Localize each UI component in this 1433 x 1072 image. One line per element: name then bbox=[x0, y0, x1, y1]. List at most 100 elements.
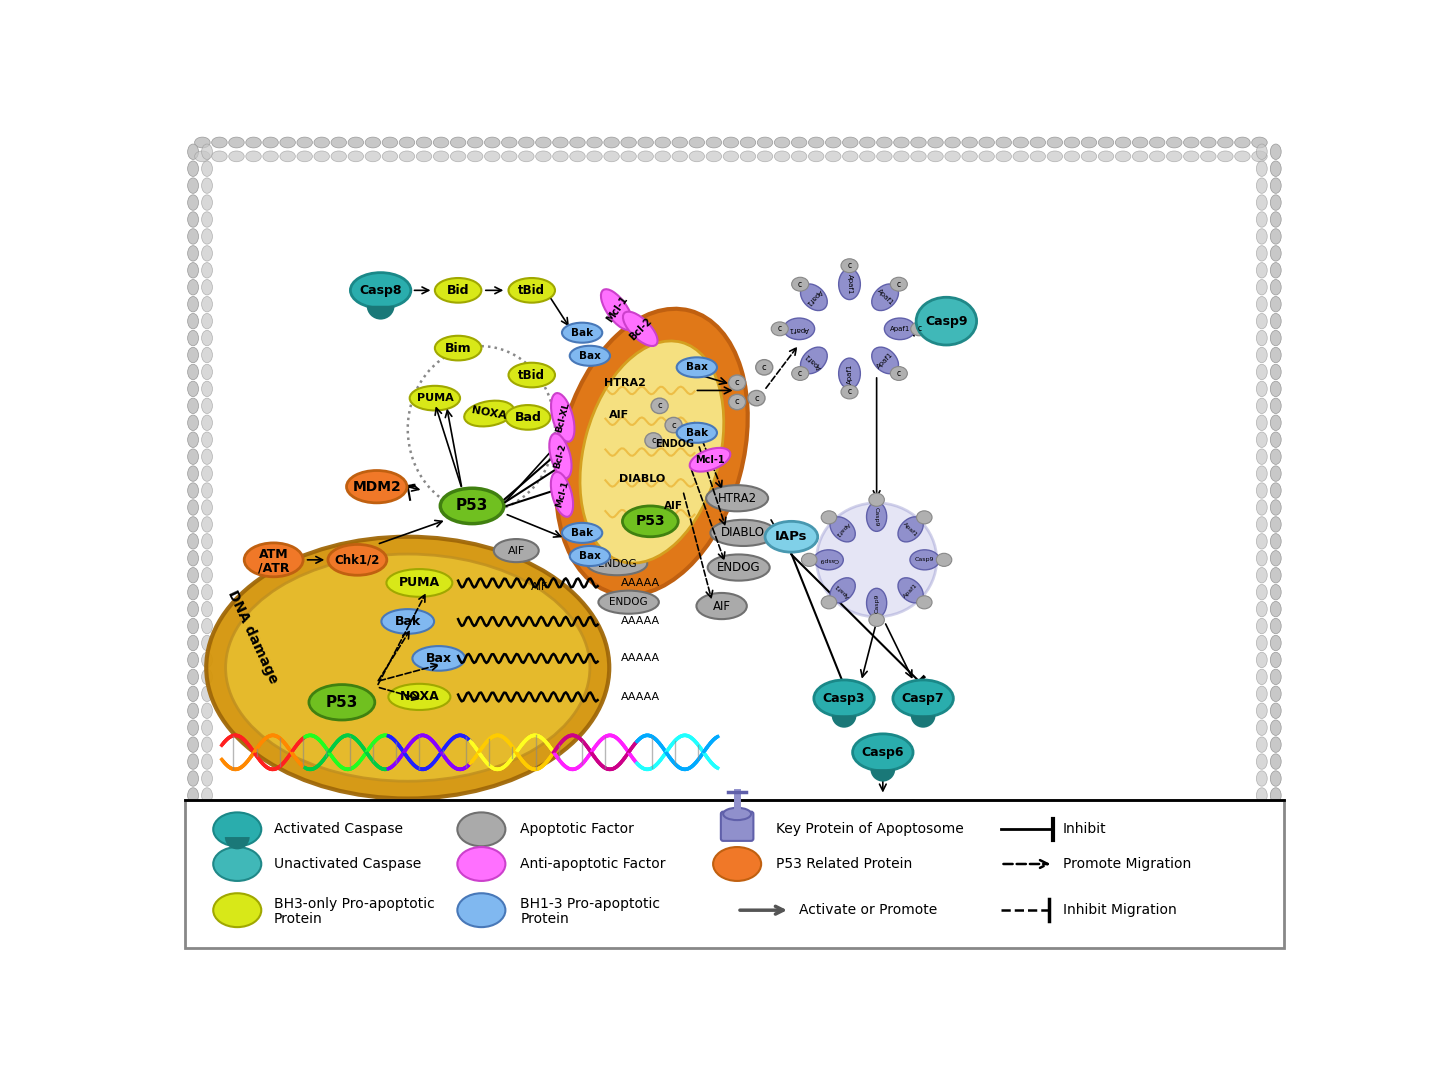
Ellipse shape bbox=[383, 921, 398, 932]
Text: Casp9: Casp9 bbox=[818, 557, 838, 563]
Ellipse shape bbox=[1201, 935, 1217, 946]
Text: Apaf1: Apaf1 bbox=[804, 288, 823, 307]
Ellipse shape bbox=[440, 488, 504, 523]
Ellipse shape bbox=[1257, 364, 1267, 379]
Ellipse shape bbox=[1257, 873, 1267, 888]
Ellipse shape bbox=[202, 466, 212, 481]
Ellipse shape bbox=[188, 923, 199, 939]
Ellipse shape bbox=[348, 151, 364, 162]
Ellipse shape bbox=[890, 367, 907, 381]
Ellipse shape bbox=[791, 151, 807, 162]
Ellipse shape bbox=[898, 578, 923, 602]
Ellipse shape bbox=[202, 686, 212, 701]
Text: c: c bbox=[735, 398, 739, 406]
Text: Apaf1: Apaf1 bbox=[903, 582, 919, 598]
Ellipse shape bbox=[202, 636, 212, 651]
Ellipse shape bbox=[706, 486, 768, 511]
Ellipse shape bbox=[706, 151, 722, 162]
Text: Bak: Bak bbox=[572, 328, 593, 338]
Ellipse shape bbox=[838, 358, 860, 389]
Ellipse shape bbox=[774, 137, 790, 148]
Ellipse shape bbox=[911, 322, 927, 336]
Ellipse shape bbox=[1257, 263, 1267, 278]
Ellipse shape bbox=[1270, 330, 1281, 346]
Text: AIF: AIF bbox=[609, 411, 629, 420]
Ellipse shape bbox=[655, 935, 671, 946]
Ellipse shape bbox=[867, 589, 887, 617]
Ellipse shape bbox=[1082, 137, 1096, 148]
Text: ENDOG: ENDOG bbox=[656, 440, 695, 449]
Ellipse shape bbox=[741, 935, 755, 946]
Ellipse shape bbox=[1065, 137, 1079, 148]
Ellipse shape bbox=[655, 921, 671, 932]
Ellipse shape bbox=[860, 935, 876, 946]
Ellipse shape bbox=[1098, 137, 1113, 148]
Ellipse shape bbox=[638, 935, 653, 946]
Ellipse shape bbox=[1257, 686, 1267, 701]
Ellipse shape bbox=[1149, 935, 1165, 946]
Ellipse shape bbox=[365, 151, 381, 162]
Ellipse shape bbox=[871, 347, 898, 374]
Text: AAAAA: AAAAA bbox=[620, 616, 661, 626]
Ellipse shape bbox=[570, 346, 610, 366]
Ellipse shape bbox=[830, 517, 856, 541]
Ellipse shape bbox=[1218, 151, 1234, 162]
Ellipse shape bbox=[600, 289, 633, 330]
Ellipse shape bbox=[509, 278, 555, 302]
Text: Casp3: Casp3 bbox=[823, 691, 866, 705]
Ellipse shape bbox=[917, 511, 931, 524]
Text: NOXA: NOXA bbox=[400, 690, 440, 703]
Ellipse shape bbox=[603, 151, 619, 162]
Ellipse shape bbox=[188, 415, 199, 431]
Ellipse shape bbox=[1098, 151, 1113, 162]
Ellipse shape bbox=[1270, 686, 1281, 701]
Ellipse shape bbox=[801, 284, 827, 311]
Ellipse shape bbox=[586, 137, 602, 148]
Ellipse shape bbox=[623, 312, 658, 346]
Ellipse shape bbox=[962, 137, 977, 148]
Text: Bim: Bim bbox=[444, 342, 471, 355]
Ellipse shape bbox=[936, 553, 952, 566]
Text: c: c bbox=[651, 436, 656, 445]
Ellipse shape bbox=[689, 448, 731, 472]
Ellipse shape bbox=[348, 921, 364, 932]
Ellipse shape bbox=[1013, 137, 1029, 148]
Ellipse shape bbox=[297, 137, 312, 148]
Ellipse shape bbox=[536, 935, 552, 946]
Ellipse shape bbox=[246, 151, 261, 162]
Text: P53 Related Protein: P53 Related Protein bbox=[775, 857, 913, 870]
Ellipse shape bbox=[570, 151, 585, 162]
Ellipse shape bbox=[570, 921, 585, 932]
Ellipse shape bbox=[1257, 652, 1267, 668]
Ellipse shape bbox=[1030, 921, 1046, 932]
Ellipse shape bbox=[467, 151, 483, 162]
Ellipse shape bbox=[808, 137, 824, 148]
Ellipse shape bbox=[1270, 449, 1281, 464]
Ellipse shape bbox=[843, 921, 858, 932]
Ellipse shape bbox=[894, 137, 909, 148]
Ellipse shape bbox=[195, 151, 211, 162]
Ellipse shape bbox=[853, 734, 913, 771]
Text: Apoptosis: Apoptosis bbox=[840, 799, 926, 814]
Text: Promote Migration: Promote Migration bbox=[1063, 857, 1191, 870]
Ellipse shape bbox=[728, 394, 745, 410]
Ellipse shape bbox=[202, 161, 212, 177]
Text: Mcl-1: Mcl-1 bbox=[695, 455, 725, 465]
Ellipse shape bbox=[1257, 703, 1267, 718]
Ellipse shape bbox=[188, 890, 199, 905]
Ellipse shape bbox=[262, 151, 278, 162]
Ellipse shape bbox=[1257, 805, 1267, 820]
Ellipse shape bbox=[1270, 636, 1281, 651]
Ellipse shape bbox=[195, 137, 211, 148]
Ellipse shape bbox=[450, 935, 466, 946]
Ellipse shape bbox=[188, 364, 199, 379]
Ellipse shape bbox=[884, 318, 916, 340]
Ellipse shape bbox=[1257, 788, 1267, 803]
Ellipse shape bbox=[331, 935, 347, 946]
Ellipse shape bbox=[1270, 838, 1281, 854]
Ellipse shape bbox=[188, 652, 199, 668]
Ellipse shape bbox=[910, 550, 940, 570]
Ellipse shape bbox=[202, 821, 212, 837]
Ellipse shape bbox=[214, 893, 261, 927]
Ellipse shape bbox=[188, 382, 199, 397]
